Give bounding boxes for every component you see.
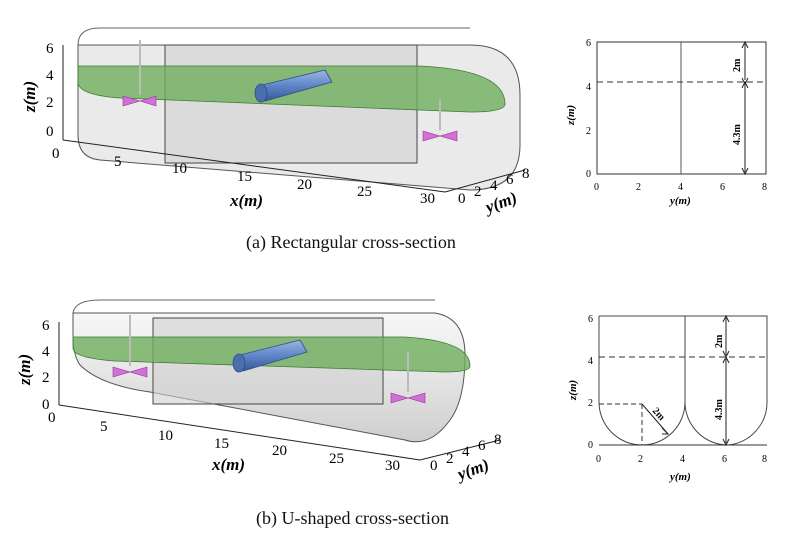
sec-a-x-ticks: 0 2 4 6 8 [594, 182, 767, 193]
svg-text:0: 0 [46, 124, 54, 140]
svg-text:2: 2 [446, 451, 454, 467]
dim-a-bottom: 4.3m [732, 124, 743, 146]
iso-a-y-label: y(m) [481, 188, 520, 218]
svg-text:2: 2 [588, 398, 593, 409]
svg-text:6: 6 [720, 182, 725, 193]
svg-text:0: 0 [48, 410, 56, 426]
svg-text:4: 4 [462, 444, 470, 460]
pipe-b [232, 339, 308, 373]
dim-b-bottom: 4.3m [714, 399, 725, 421]
iso-b-y-ticks: 0 2 4 6 8 [430, 432, 502, 474]
svg-text:15: 15 [237, 169, 252, 185]
iso-b-y-label: y(m) [453, 455, 492, 485]
svg-text:6: 6 [46, 41, 54, 57]
dim-b-radius: 2m [650, 406, 668, 424]
svg-text:10: 10 [158, 428, 173, 444]
panel-a-isometric: 6 4 2 0 z(m) 0 5 10 15 20 25 30 x(m) 0 2… [20, 27, 530, 218]
svg-text:2: 2 [474, 184, 482, 200]
svg-text:25: 25 [329, 451, 344, 467]
svg-text:4: 4 [680, 454, 685, 465]
sec-a-x-label: y(m) [668, 195, 691, 207]
iso-axes-b [58, 322, 501, 461]
svg-text:10: 10 [172, 161, 187, 177]
svg-text:20: 20 [272, 443, 287, 459]
svg-text:4: 4 [588, 356, 593, 367]
svg-text:6: 6 [588, 314, 593, 325]
svg-text:20: 20 [297, 177, 312, 193]
svg-text:0: 0 [458, 191, 466, 207]
svg-text:6: 6 [586, 38, 591, 49]
iso-a-z-ticks: 6 4 2 0 [46, 41, 54, 140]
svg-text:30: 30 [420, 191, 435, 207]
dim-b-top: 2m [714, 334, 725, 348]
iso-a-x-ticks: 0 5 10 15 20 25 30 [52, 146, 435, 207]
svg-text:2: 2 [42, 370, 50, 386]
iso-b-x-ticks: 0 5 10 15 20 25 30 [48, 410, 400, 474]
svg-text:8: 8 [494, 432, 502, 448]
svg-text:0: 0 [430, 458, 438, 474]
svg-text:4: 4 [490, 178, 498, 194]
svg-text:0: 0 [596, 454, 601, 465]
svg-text:2: 2 [636, 182, 641, 193]
svg-text:6: 6 [506, 172, 514, 188]
svg-text:8: 8 [522, 166, 530, 182]
dim-a-top: 2m [732, 58, 743, 72]
sec-b-y-label: z(m) [567, 380, 579, 401]
panel-a-section: 2m 4.3m 6 4 2 0 0 2 4 6 8 y(m) z(m) [565, 38, 767, 207]
svg-text:30: 30 [385, 458, 400, 474]
svg-text:0: 0 [594, 182, 599, 193]
iso-a-z-label: z(m) [20, 81, 39, 113]
caption-a: (a) Rectangular cross-section [246, 232, 456, 252]
iso-b-z-label: z(m) [15, 354, 34, 386]
propeller-a-right [422, 100, 458, 142]
svg-text:8: 8 [762, 182, 767, 193]
svg-text:2: 2 [638, 454, 643, 465]
propeller-b-left [112, 315, 148, 378]
iso-a-y-ticks: 0 2 4 6 8 [458, 166, 530, 207]
sec-b-y-ticks: 6 4 2 0 [588, 314, 593, 451]
iso-b-x-label: x(m) [211, 455, 245, 474]
panel-b-isometric: 6 4 2 0 z(m) 0 5 10 15 20 25 30 x(m) 0 2… [15, 299, 502, 485]
svg-text:5: 5 [114, 154, 122, 170]
svg-text:0: 0 [52, 146, 60, 162]
pipe-a [254, 69, 333, 103]
sec-a-y-ticks: 6 4 2 0 [586, 38, 591, 180]
svg-text:0: 0 [42, 397, 50, 413]
panel-b-section: 2m 2m 4.3m 6 4 2 0 0 2 4 6 8 y(m) z(m) [567, 314, 768, 483]
iso-axes-a [62, 45, 526, 193]
svg-text:4: 4 [46, 68, 54, 84]
svg-text:4: 4 [678, 182, 683, 193]
svg-text:0: 0 [586, 169, 591, 180]
svg-text:2: 2 [46, 95, 54, 111]
sec-b-x-label: y(m) [668, 471, 691, 483]
svg-text:5: 5 [100, 419, 108, 435]
sec-a-y-label: z(m) [565, 105, 577, 126]
svg-text:8: 8 [762, 454, 767, 465]
svg-text:15: 15 [214, 436, 229, 452]
iso-a-x-label: x(m) [229, 191, 263, 210]
svg-text:0: 0 [588, 440, 593, 451]
iso-b-z-ticks: 6 4 2 0 [42, 318, 50, 413]
svg-text:4: 4 [586, 82, 591, 93]
svg-text:2: 2 [586, 126, 591, 137]
svg-text:6: 6 [478, 438, 486, 454]
svg-text:4: 4 [42, 344, 50, 360]
svg-text:6: 6 [42, 318, 50, 334]
propeller-a-left [122, 40, 157, 107]
svg-text:6: 6 [722, 454, 727, 465]
svg-text:25: 25 [357, 184, 372, 200]
propeller-b-right [390, 352, 426, 404]
sec-b-x-ticks: 0 2 4 6 8 [596, 454, 767, 465]
caption-b: (b) U-shaped cross-section [256, 508, 449, 528]
